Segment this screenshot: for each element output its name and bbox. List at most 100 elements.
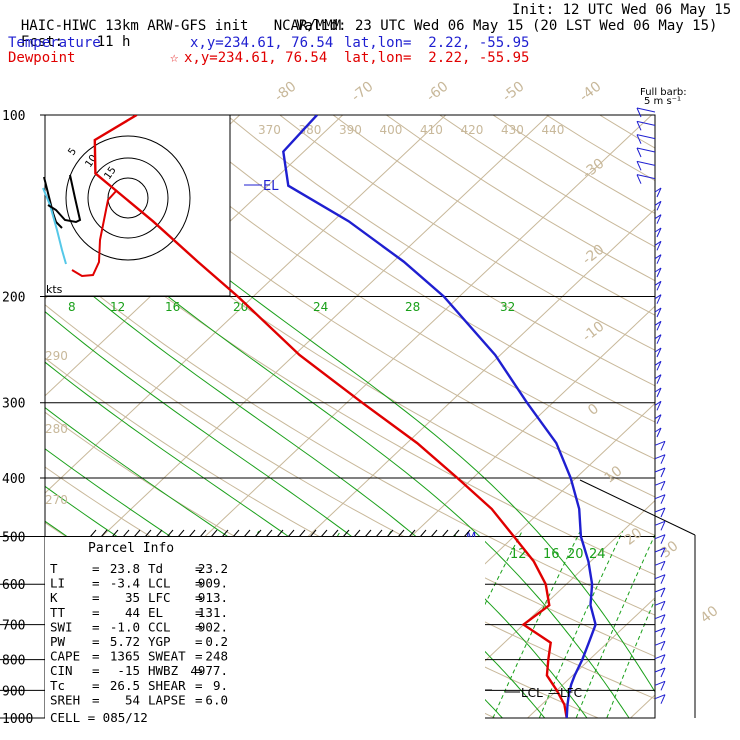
parcel-row-value-2: 248 bbox=[205, 649, 228, 664]
theta-label: 410 bbox=[420, 123, 443, 137]
isotherm-label: -70 bbox=[349, 79, 377, 106]
wind-barb-flag bbox=[656, 187, 662, 198]
wind-barb bbox=[636, 160, 656, 166]
parcel-row-value-2: 902. bbox=[198, 619, 228, 634]
mixing-ratio-line bbox=[575, 533, 655, 718]
isotherm-line bbox=[720, 57, 740, 731]
wind-barb-flag bbox=[656, 334, 662, 344]
freezing-hatch bbox=[364, 529, 372, 538]
mixing-ratio-label-lower: 20 bbox=[567, 547, 584, 562]
parcel-row-label-2: LAPSE bbox=[148, 692, 186, 707]
parcel-row-eq-2: = bbox=[195, 605, 203, 620]
freezing-hatch bbox=[276, 529, 284, 538]
wind-barb bbox=[654, 187, 662, 193]
parcel-row-eq-2: = bbox=[195, 692, 203, 707]
wind-barb-flag bbox=[636, 107, 642, 118]
theta-label: 370 bbox=[258, 123, 281, 137]
freezing-hatch bbox=[133, 529, 141, 538]
isotherm-label: -50 bbox=[500, 79, 528, 106]
pressure-label: 100 bbox=[2, 109, 25, 124]
freezing-hatch bbox=[441, 529, 449, 538]
parcel-row-eq: = bbox=[92, 692, 100, 707]
mixing-ratio-label: 24 bbox=[313, 300, 328, 314]
parcel-row-eq: = bbox=[92, 590, 100, 605]
wind-barbs bbox=[579, 107, 696, 718]
isotherm-line bbox=[526, 597, 655, 718]
barb-panel-edge bbox=[579, 479, 696, 536]
wind-barb bbox=[654, 347, 662, 353]
freezing-hatch bbox=[199, 529, 207, 538]
mixing-ratio-label: 12 bbox=[110, 300, 125, 314]
mixing-ratio-label-lower: 16 bbox=[543, 547, 560, 562]
parcel-row-eq-2: = bbox=[195, 561, 203, 576]
parcel-row-eq: = bbox=[92, 649, 100, 664]
wind-barb bbox=[654, 440, 666, 446]
wind-barb bbox=[654, 667, 666, 673]
parcel-row-label: CAPE bbox=[50, 649, 80, 664]
wind-barb bbox=[654, 640, 666, 646]
forecast-hour: Fcst: 11 h bbox=[4, 18, 131, 50]
wind-barb-flag bbox=[656, 387, 662, 398]
dewpoint-legend: Dewpoint bbox=[8, 50, 76, 66]
dewpoint-latlon: lat,lon= 2.22, -55.95 bbox=[344, 50, 530, 66]
parcel-row-value: 23.8 bbox=[110, 561, 140, 576]
wind-barb-flag bbox=[660, 441, 666, 451]
freezing-hatch bbox=[210, 529, 218, 538]
wind-barb-flag bbox=[656, 374, 662, 384]
wind-barb-flag bbox=[656, 254, 662, 264]
parcel-row-label-2: CCL bbox=[148, 619, 171, 634]
dry-adiabat-line bbox=[172, 115, 655, 423]
freezing-hatch bbox=[100, 529, 108, 538]
parcel-row-eq: = bbox=[92, 576, 100, 591]
freezing-hatch bbox=[397, 529, 405, 538]
parcel-info-title: Parcel Info bbox=[88, 541, 174, 556]
wind-barb bbox=[636, 134, 656, 140]
mixing-ratio-line bbox=[429, 530, 523, 718]
wind-barb bbox=[654, 374, 662, 380]
dry-adiabat-line bbox=[279, 115, 655, 351]
freezing-hatch bbox=[177, 529, 185, 538]
hodograph-midlevel-trace bbox=[47, 174, 82, 224]
wind-barb-flag bbox=[660, 454, 666, 464]
mixing-ratio-line bbox=[538, 530, 624, 718]
wind-barb-flag bbox=[660, 574, 666, 584]
parcel-row-value-2: 23.2 bbox=[198, 561, 228, 576]
freezing-hatch bbox=[122, 529, 130, 538]
dry-adiabat-line bbox=[45, 198, 655, 576]
freezing-hatch bbox=[265, 529, 273, 538]
freezing-hatch bbox=[144, 529, 152, 538]
valid-time: Valid: 23 UTC Wed 06 May 15 (20 LST Wed … bbox=[296, 18, 718, 34]
wind-barb-flag bbox=[660, 694, 666, 704]
init-time: Init: 12 UTC Wed 06 May 15 bbox=[512, 2, 732, 18]
wind-barb-flag bbox=[636, 121, 642, 131]
wind-barb bbox=[654, 454, 666, 460]
parcel-row-value: -3.4 bbox=[110, 576, 140, 591]
dry-adiabat-line bbox=[65, 115, 655, 498]
wind-barb bbox=[654, 414, 662, 420]
wind-barb-flag bbox=[656, 414, 662, 424]
hodograph-frame bbox=[44, 114, 231, 297]
wind-barb-flag bbox=[656, 307, 662, 318]
pressure-label: 800 bbox=[2, 654, 25, 669]
wind-barb bbox=[636, 147, 656, 153]
wind-barb bbox=[654, 360, 662, 366]
parcel-row-label: T bbox=[50, 561, 58, 576]
parcel-row-label-2: SHEAR bbox=[148, 678, 186, 693]
theta-left-label: 270 bbox=[45, 493, 68, 507]
wind-barb bbox=[654, 334, 662, 340]
wind-barb bbox=[654, 254, 662, 260]
isotherm-label: -40 bbox=[577, 79, 605, 106]
parcel-row-value: 1365 bbox=[110, 649, 140, 664]
parcel-row-eq-2: = bbox=[195, 678, 203, 693]
wind-barb bbox=[654, 294, 662, 300]
wind-barb-flag bbox=[660, 641, 666, 651]
hodograph-lowlevel-trace bbox=[42, 187, 67, 265]
wind-barb bbox=[654, 560, 666, 566]
parcel-row-label: Tc bbox=[50, 678, 65, 693]
model-title: HAIC-HIWC 13km ARW-GFS init NCAR/MMM bbox=[4, 2, 341, 34]
wind-barb-flag bbox=[660, 507, 666, 518]
wind-barb bbox=[654, 547, 666, 553]
isotherm-label: -10 bbox=[580, 319, 608, 346]
parcel-row-label-2: Td bbox=[148, 561, 163, 576]
